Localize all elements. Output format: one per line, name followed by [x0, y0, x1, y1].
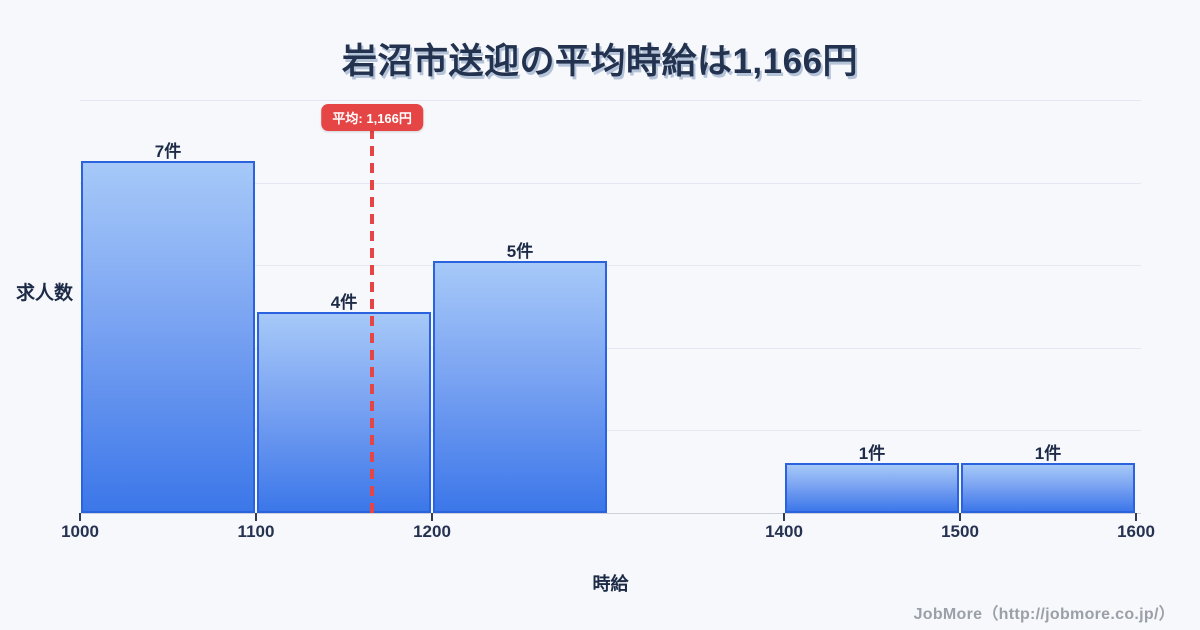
- bar-count-label: 1件: [858, 444, 886, 463]
- gridline: [80, 183, 1141, 184]
- page-title: 岩沼市送迎の平均時給は1,166円: [341, 42, 859, 81]
- x-tick-mark: [959, 513, 961, 521]
- x-axis-line: [80, 513, 1141, 514]
- bar-count-label: 7件: [154, 142, 182, 161]
- x-tick-label: 1200: [413, 522, 451, 541]
- gridline: [80, 100, 1141, 101]
- x-tick-label: 1000: [61, 522, 99, 541]
- x-tick-label: 1400: [765, 522, 803, 541]
- average-badge: 平均: 1,166円: [321, 104, 423, 131]
- bar-count-label: 4件: [330, 293, 358, 312]
- x-tick-mark: [783, 513, 785, 521]
- histogram-bar: [785, 463, 959, 513]
- x-tick-mark: [255, 513, 257, 521]
- bar-count-label: 5件: [506, 242, 534, 261]
- x-tick-mark: [79, 513, 81, 521]
- x-tick-label: 1500: [941, 522, 979, 541]
- bar-count-label: 1件: [1034, 444, 1062, 463]
- histogram-bar: [81, 161, 255, 513]
- x-tick-mark: [1135, 513, 1137, 521]
- x-axis-label: 時給: [592, 574, 629, 594]
- gridline: [80, 265, 1141, 266]
- average-dashed-line: [370, 129, 375, 513]
- gridline: [80, 348, 1141, 349]
- plot-area: [80, 100, 1141, 513]
- x-tick-mark: [431, 513, 433, 521]
- histogram-bar: [961, 463, 1135, 513]
- x-tick-label: 1600: [1117, 522, 1155, 541]
- footer-credit: JobMore（http://jobmore.co.jp/）: [913, 606, 1175, 623]
- x-tick-label: 1100: [237, 522, 275, 541]
- y-axis-label: 求人数: [16, 283, 74, 304]
- histogram-bar: [257, 312, 431, 513]
- gridline: [80, 430, 1141, 431]
- histogram-bar: [433, 261, 607, 513]
